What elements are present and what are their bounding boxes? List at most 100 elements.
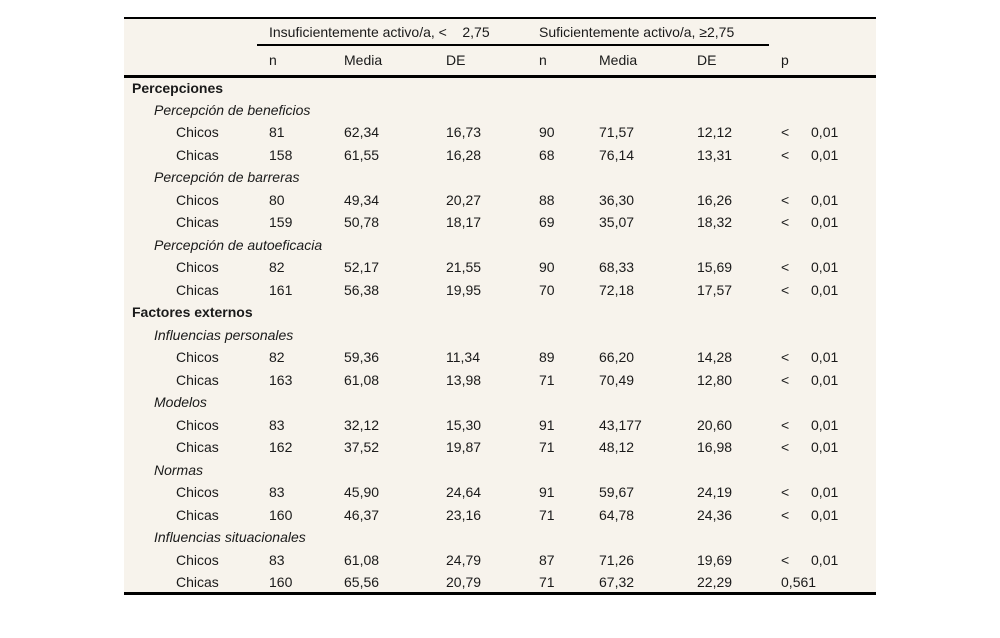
cell-n-sufficient: 69: [539, 214, 555, 231]
section-row: Percepciones: [124, 76, 876, 99]
cell-de-sufficient: 13,31: [697, 146, 733, 163]
cell-media-sufficient: 66,20: [599, 349, 635, 366]
cell-de-sufficient: 20,60: [697, 416, 733, 433]
cell-n-sufficient: 91: [539, 416, 555, 433]
section-row: Factores externos: [124, 301, 876, 324]
cell-p-sign: <: [781, 371, 790, 388]
cell-p-sign: <: [781, 214, 790, 231]
cell-media-insufficient: 37,52: [344, 439, 380, 456]
cell-de-insufficient: 23,16: [446, 506, 482, 523]
cell-p-sign: <: [781, 439, 790, 456]
cell-n-sufficient: 71: [539, 506, 555, 523]
cell-n-insufficient: 80: [269, 191, 285, 208]
cell-n-insufficient: 159: [269, 214, 293, 231]
cell-p-value: 0,01: [811, 259, 839, 276]
col-header-n-insufficient: n: [257, 45, 332, 78]
cell-de-sufficient: 24,36: [697, 506, 733, 523]
col-header-de-insufficient: DE: [434, 45, 527, 78]
cell-de-sufficient: 14,28: [697, 349, 733, 366]
cell-p-sign: <: [781, 146, 790, 163]
data-row: Chicos 82 59,36 11,34 89 66,20 14,28 <0,01: [124, 346, 876, 369]
cell-media-insufficient: 52,17: [344, 259, 380, 276]
row-label: Chicas: [176, 371, 219, 388]
cell-n-insufficient: 162: [269, 439, 293, 456]
cell-n-sufficient: 71: [539, 371, 555, 388]
group-header-insufficiently-active: Insuficientemente activo/a, < 2,75: [257, 18, 527, 46]
cell-de-sufficient: 19,69: [697, 551, 733, 568]
cell-de-insufficient: 24,64: [446, 484, 482, 501]
row-label: Chicos: [176, 349, 219, 366]
cell-media-sufficient: 59,67: [599, 484, 635, 501]
cell-de-sufficient: 17,57: [697, 281, 733, 298]
subsection-row: Modelos: [124, 391, 876, 414]
cell-n-insufficient: 83: [269, 484, 285, 501]
cell-de-insufficient: 13,98: [446, 371, 482, 388]
data-row: Chicas 160 65,56 20,79 71 67,32 22,29 0,561: [124, 571, 876, 594]
row-label: Chicos: [176, 484, 219, 501]
cell-n-insufficient: 160: [269, 573, 293, 590]
row-label: Chicas: [176, 146, 219, 163]
cell-de-insufficient: 18,17: [446, 214, 482, 231]
cell-p-sign: <: [781, 551, 790, 568]
cell-de-sufficient: 22,29: [697, 573, 733, 590]
data-row: Chicas 158 61,55 16,28 68 76,14 13,31 <0,01: [124, 144, 876, 167]
cell-p-sign: <: [781, 191, 790, 208]
section-label: Percepciones: [132, 80, 224, 96]
subsection-label: Influencias personales: [154, 326, 294, 343]
cell-n-insufficient: 83: [269, 551, 285, 568]
cell-n-sufficient: 90: [539, 259, 555, 276]
cell-media-insufficient: 62,34: [344, 124, 380, 141]
cell-p-value: 0,01: [811, 416, 839, 433]
row-label: Chicos: [176, 551, 219, 568]
cell-media-insufficient: 45,90: [344, 484, 380, 501]
cell-n-sufficient: 88: [539, 191, 555, 208]
cell-p-sign: <: [781, 349, 790, 366]
cell-p-sign: <: [781, 281, 790, 298]
cell-n-sufficient: 71: [539, 439, 555, 456]
cell-de-insufficient: 24,79: [446, 551, 482, 568]
cell-media-sufficient: 35,07: [599, 214, 635, 231]
data-row: Chicos 81 62,34 16,73 90 71,57 12,12 <0,01: [124, 121, 876, 144]
cell-p-value: 0,01: [811, 191, 839, 208]
stats-table: Insuficientemente activo/a, < 2,75 Sufic…: [124, 17, 877, 595]
cell-media-insufficient: 61,08: [344, 371, 380, 388]
cell-de-insufficient: 15,30: [446, 416, 482, 433]
cell-de-sufficient: 12,12: [697, 124, 733, 141]
cell-media-insufficient: 61,55: [344, 146, 380, 163]
subsection-label: Normas: [154, 461, 204, 478]
cell-p-value: 0,01: [811, 484, 839, 501]
cell-p-value: 0,01: [811, 214, 839, 231]
cell-n-sufficient: 89: [539, 349, 555, 366]
row-label-header-spacer: [124, 18, 257, 45]
cell-n-sufficient: 91: [539, 484, 555, 501]
row-label: Chicos: [176, 191, 219, 208]
row-label: Chicos: [176, 416, 219, 433]
cell-media-sufficient: 67,32: [599, 573, 635, 590]
cell-de-sufficient: 24,19: [697, 484, 733, 501]
column-header-row: n Media DE n Media DE p: [124, 45, 877, 78]
cell-de-sufficient: 12,80: [697, 371, 733, 388]
cell-de-insufficient: 20,27: [446, 191, 482, 208]
cell-media-insufficient: 49,34: [344, 191, 380, 208]
col-header-media-sufficient: Media: [587, 45, 685, 78]
data-row: Chicas 163 61,08 13,98 71 70,49 12,80 <0,01: [124, 369, 876, 392]
col-header-spacer: [124, 45, 257, 78]
subsection-row: Normas: [124, 459, 876, 482]
data-row: Chicas 160 46,37 23,16 71 64,78 24,36 <0,01: [124, 504, 876, 527]
row-label: Chicas: [176, 214, 219, 231]
cell-n-sufficient: 71: [539, 573, 555, 590]
data-row: Chicas 161 56,38 19,95 70 72,18 17,57 <0,01: [124, 279, 876, 302]
row-label: Chicas: [176, 281, 219, 298]
cell-p-value: 0,01: [811, 551, 839, 568]
section-label: Factores externos: [132, 304, 253, 321]
col-header-n-sufficient: n: [527, 45, 587, 78]
cell-p-value: 0,01: [811, 146, 839, 163]
subsection-row: Percepción de autoeficacia: [124, 234, 876, 257]
cell-media-insufficient: 32,12: [344, 416, 380, 433]
cell-p-value: 0,01: [811, 281, 839, 298]
cell-media-sufficient: 70,49: [599, 371, 635, 388]
cell-de-sufficient: 16,98: [697, 439, 733, 456]
cell-media-sufficient: 36,30: [599, 191, 635, 208]
cell-media-insufficient: 59,36: [344, 349, 380, 366]
cell-n-insufficient: 163: [269, 371, 293, 388]
